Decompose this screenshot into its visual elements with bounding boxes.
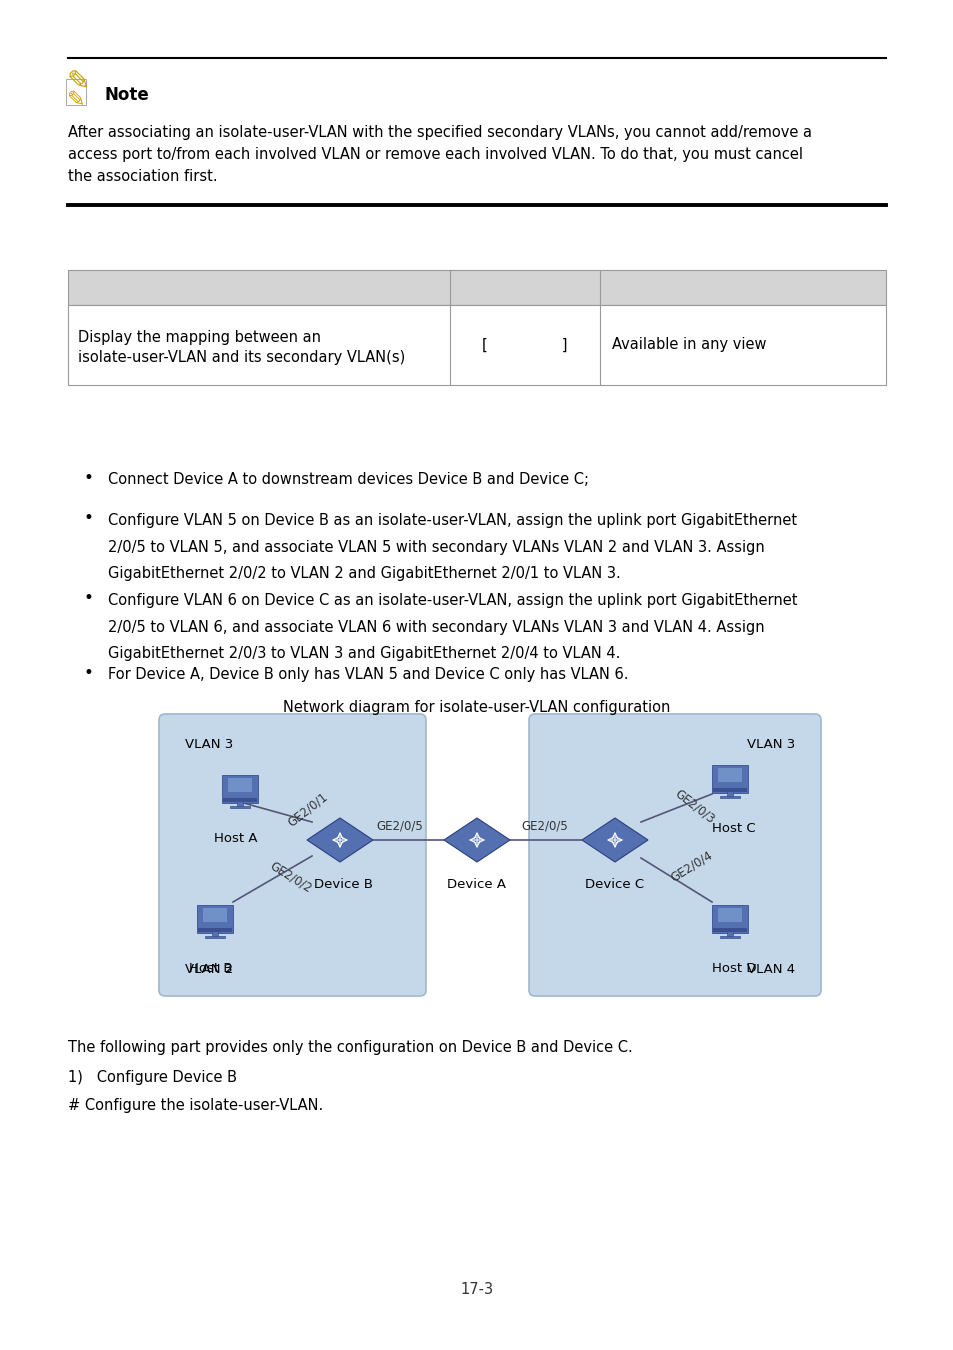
Text: VLAN 2: VLAN 2	[185, 963, 233, 976]
Text: Host A: Host A	[214, 832, 257, 845]
Text: Host C: Host C	[712, 822, 755, 836]
FancyBboxPatch shape	[212, 931, 217, 937]
Text: 17-3: 17-3	[460, 1282, 493, 1297]
Text: Connect Device A to downstream devices Device B and Device C;: Connect Device A to downstream devices D…	[108, 472, 588, 487]
FancyBboxPatch shape	[712, 904, 747, 933]
FancyBboxPatch shape	[66, 80, 86, 105]
FancyBboxPatch shape	[726, 931, 732, 937]
FancyBboxPatch shape	[726, 791, 732, 796]
FancyBboxPatch shape	[718, 768, 741, 783]
FancyBboxPatch shape	[713, 787, 746, 792]
FancyBboxPatch shape	[712, 764, 747, 792]
Text: The following part provides only the configuration on Device B and Device C.: The following part provides only the con…	[68, 1040, 632, 1054]
Text: VLAN 3: VLAN 3	[746, 738, 794, 751]
Text: Device A: Device A	[447, 878, 506, 891]
Text: •: •	[83, 468, 92, 487]
Text: GE2/0/5: GE2/0/5	[376, 819, 423, 833]
Text: GE2/0/4: GE2/0/4	[667, 848, 714, 884]
Text: 2/0/5 to VLAN 5, and associate VLAN 5 with secondary VLANs VLAN 2 and VLAN 3. As: 2/0/5 to VLAN 5, and associate VLAN 5 wi…	[108, 540, 764, 555]
FancyBboxPatch shape	[529, 714, 821, 996]
Text: ✎: ✎	[67, 90, 85, 109]
FancyBboxPatch shape	[720, 936, 739, 938]
FancyBboxPatch shape	[720, 795, 739, 798]
Polygon shape	[307, 818, 373, 863]
Text: Host B: Host B	[189, 963, 233, 975]
Text: Host D: Host D	[711, 963, 756, 975]
FancyBboxPatch shape	[68, 270, 885, 305]
Text: Network diagram for isolate-user-VLAN configuration: Network diagram for isolate-user-VLAN co…	[283, 701, 670, 716]
FancyBboxPatch shape	[228, 778, 252, 792]
Text: GigabitEthernet 2/0/3 to VLAN 3 and GigabitEthernet 2/0/4 to VLAN 4.: GigabitEthernet 2/0/3 to VLAN 3 and Giga…	[108, 647, 619, 662]
Polygon shape	[443, 818, 510, 863]
Text: GE2/0/1: GE2/0/1	[285, 791, 330, 829]
FancyBboxPatch shape	[223, 798, 256, 802]
FancyBboxPatch shape	[159, 714, 426, 996]
Text: •: •	[83, 589, 92, 608]
Text: Configure VLAN 6 on Device C as an isolate-user-VLAN, assign the uplink port Gig: Configure VLAN 6 on Device C as an isola…	[108, 593, 797, 608]
Text: access port to/from each involved VLAN or remove each involved VLAN. To do that,: access port to/from each involved VLAN o…	[68, 147, 802, 162]
Text: isolate-user-VLAN and its secondary VLAN(s): isolate-user-VLAN and its secondary VLAN…	[78, 350, 405, 365]
Text: Display the mapping between an: Display the mapping between an	[78, 329, 320, 346]
Text: Device B: Device B	[314, 878, 374, 891]
FancyBboxPatch shape	[222, 775, 257, 803]
Text: •: •	[83, 664, 92, 682]
Text: Configure VLAN 5 on Device B as an isolate-user-VLAN, assign the uplink port Gig: Configure VLAN 5 on Device B as an isola…	[108, 513, 797, 528]
FancyBboxPatch shape	[203, 909, 227, 922]
FancyBboxPatch shape	[231, 806, 250, 809]
Text: Device C: Device C	[585, 878, 644, 891]
Text: 1)   Configure Device B: 1) Configure Device B	[68, 1071, 236, 1085]
Text: After associating an isolate-user-VLAN with the specified secondary VLANs, you c: After associating an isolate-user-VLAN w…	[68, 126, 811, 140]
Text: 2/0/5 to VLAN 6, and associate VLAN 6 with secondary VLANs VLAN 3 and VLAN 4. As: 2/0/5 to VLAN 6, and associate VLAN 6 wi…	[108, 620, 763, 634]
Polygon shape	[581, 818, 647, 863]
Text: # Configure the isolate-user-VLAN.: # Configure the isolate-user-VLAN.	[68, 1098, 323, 1112]
Text: the association first.: the association first.	[68, 169, 217, 184]
Text: GE2/0/5: GE2/0/5	[521, 819, 568, 833]
Text: Note: Note	[105, 86, 150, 104]
FancyBboxPatch shape	[205, 936, 224, 938]
Text: Available in any view: Available in any view	[612, 338, 765, 352]
FancyBboxPatch shape	[718, 909, 741, 922]
FancyBboxPatch shape	[68, 305, 885, 385]
FancyBboxPatch shape	[198, 927, 232, 931]
Text: ✎: ✎	[67, 68, 90, 96]
Text: •: •	[83, 509, 92, 526]
Text: GE2/0/2: GE2/0/2	[268, 859, 314, 895]
Text: VLAN 4: VLAN 4	[746, 963, 794, 976]
Text: GigabitEthernet 2/0/2 to VLAN 2 and GigabitEthernet 2/0/1 to VLAN 3.: GigabitEthernet 2/0/2 to VLAN 2 and Giga…	[108, 566, 620, 582]
Text: For Device A, Device B only has VLAN 5 and Device C only has VLAN 6.: For Device A, Device B only has VLAN 5 a…	[108, 667, 628, 683]
FancyBboxPatch shape	[713, 927, 746, 931]
FancyBboxPatch shape	[197, 904, 233, 933]
Text: [                ]: [ ]	[482, 338, 567, 352]
Text: VLAN 3: VLAN 3	[185, 738, 233, 751]
Text: GE2/0/3: GE2/0/3	[671, 787, 716, 825]
FancyBboxPatch shape	[237, 801, 243, 807]
